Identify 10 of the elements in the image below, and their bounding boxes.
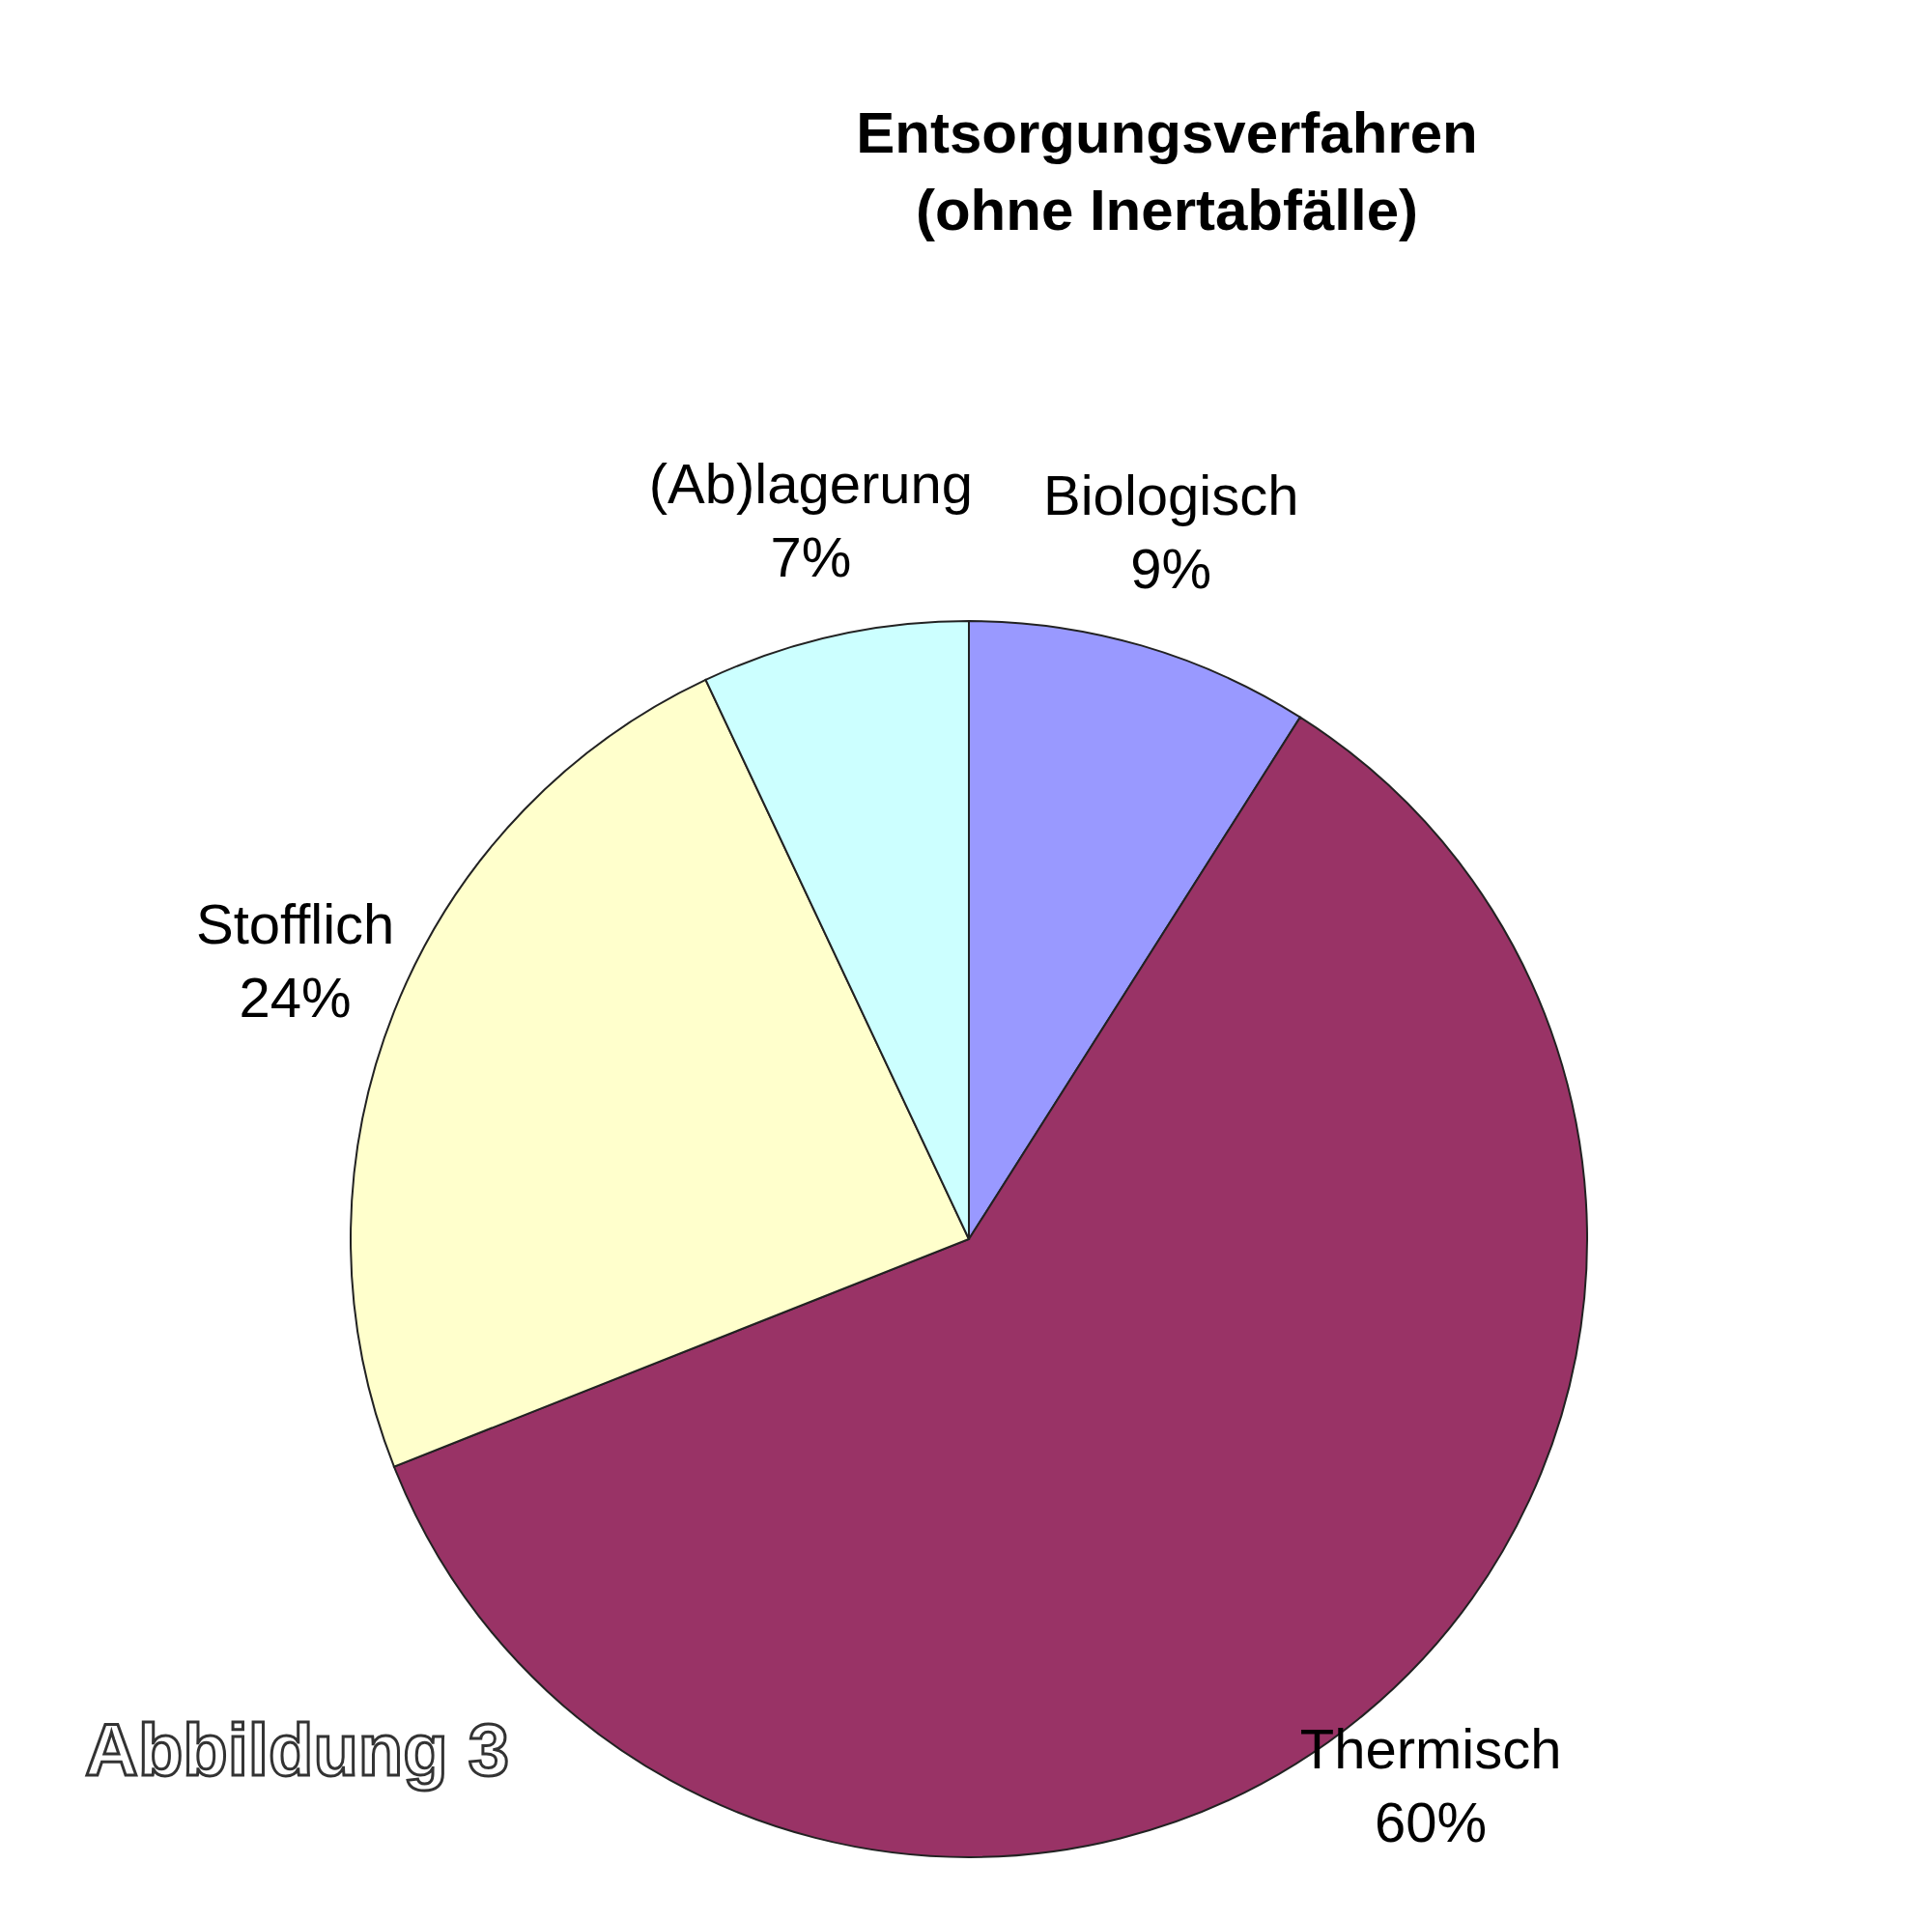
data-label: 7% <box>770 525 852 589</box>
slice-label: (Ab)lagerung <box>648 452 974 516</box>
slice-label: Thermisch <box>1299 1716 1562 1780</box>
data-label: 9% <box>1130 536 1212 600</box>
text: Abbildung 3 <box>85 1708 510 1792</box>
data-label: 60% <box>1375 1790 1488 1853</box>
slice-label: Biologisch <box>1043 463 1299 526</box>
data-label: 24% <box>239 965 352 1029</box>
slice-label: Stofflich <box>196 891 395 955</box>
chart-title: Entsorgungsverfahren (ohne Inertabfälle) <box>855 99 1479 244</box>
